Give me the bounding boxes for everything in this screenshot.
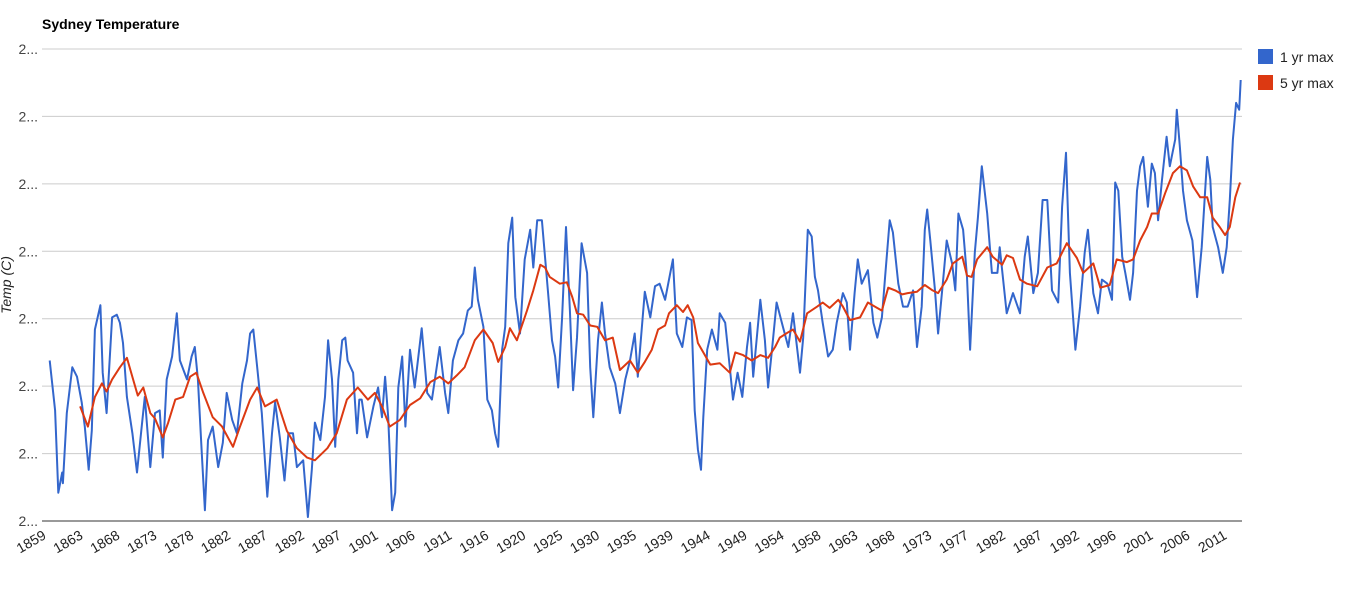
x-tick-label: 1916: [456, 527, 491, 557]
legend-label-5yr-max: 5 yr max: [1280, 75, 1334, 91]
x-tick-label: 1958: [788, 527, 823, 557]
chart-title: Sydney Temperature: [42, 16, 180, 32]
x-tick-label: 1949: [715, 527, 750, 557]
x-tick-label: 1878: [161, 527, 196, 557]
y-tick-label: 2...: [19, 378, 38, 394]
x-tick-label: 1911: [420, 527, 454, 556]
x-tick-label: 1982: [973, 527, 1008, 557]
legend-label-1yr-max: 1 yr max: [1280, 49, 1334, 65]
y-axis-title: Temp (C): [0, 256, 14, 314]
legend: 1 yr max 5 yr max: [1258, 49, 1334, 91]
x-axis-tick-labels: 1859 1863 1868 1873 1878 1882 1887 1892 1897 1901…: [14, 527, 1230, 557]
x-tick-label: 1963: [825, 527, 860, 557]
x-tick-label: 2011: [1195, 527, 1229, 556]
x-tick-label: 1920: [493, 527, 528, 557]
x-tick-label: 1892: [272, 527, 307, 557]
x-tick-label: 1973: [899, 527, 934, 557]
x-tick-label: 1887: [235, 527, 270, 557]
x-tick-label: 1939: [641, 527, 676, 557]
x-tick-label: 1925: [530, 527, 565, 557]
legend-swatch-5yr-max: [1258, 75, 1273, 90]
x-tick-label: 1968: [862, 527, 897, 557]
legend-item-5yr-max[interactable]: 5 yr max: [1258, 75, 1334, 91]
x-tick-label: 1992: [1047, 527, 1082, 557]
y-tick-label: 2...: [19, 243, 38, 259]
x-tick-label: 1859: [14, 527, 49, 557]
y-tick-label: 2...: [19, 311, 38, 327]
x-tick-label: 1897: [309, 527, 344, 557]
x-tick-label: 1954: [752, 527, 787, 557]
x-tick-label: 1863: [50, 527, 85, 557]
x-tick-label: 2006: [1157, 527, 1192, 557]
x-tick-label: 1935: [604, 527, 639, 557]
x-tick-label: 1868: [87, 527, 122, 557]
series-line-1-yr-max: [48, 79, 1242, 518]
series-line-5-yr-max: [79, 165, 1241, 462]
y-tick-label: 2...: [19, 41, 38, 57]
y-tick-label: 2...: [19, 446, 38, 462]
x-tick-label: 1906: [383, 527, 418, 557]
x-tick-label: 1930: [567, 527, 602, 557]
y-axis-tick-labels: 2... 2... 2... 2... 2... 2... 2... 2...: [19, 41, 38, 529]
x-tick-label: 1996: [1084, 527, 1119, 557]
x-tick-label: 2001: [1121, 527, 1156, 557]
x-tick-label: 1977: [936, 527, 971, 557]
x-tick-label: 1944: [678, 527, 713, 557]
x-tick-label: 1873: [124, 527, 159, 557]
x-tick-label: 1987: [1010, 527, 1045, 557]
x-tick-label: 1901: [346, 527, 381, 557]
series-lines: [48, 79, 1242, 518]
x-tick-label: 1882: [198, 527, 233, 557]
y-tick-label: 2...: [19, 108, 38, 124]
legend-item-1yr-max[interactable]: 1 yr max: [1258, 49, 1334, 65]
y-tick-label: 2...: [19, 176, 38, 192]
legend-swatch-1yr-max: [1258, 49, 1273, 64]
y-tick-label: 2...: [19, 513, 38, 529]
